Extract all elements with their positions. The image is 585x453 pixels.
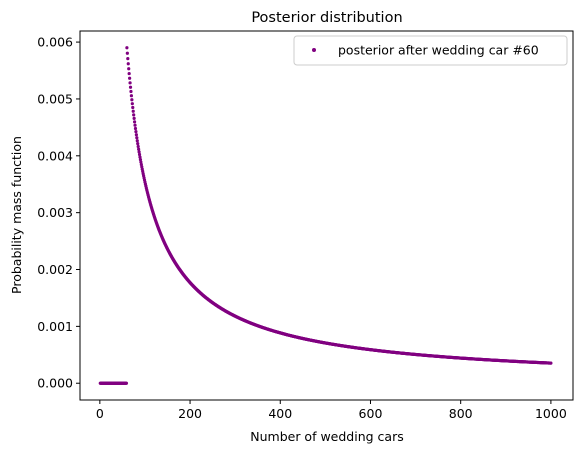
data-point bbox=[136, 142, 140, 146]
x-tick-label: 200 bbox=[178, 406, 202, 421]
x-tick-label: 1000 bbox=[535, 406, 567, 421]
data-point bbox=[139, 160, 143, 164]
data-point bbox=[127, 71, 131, 76]
data-point bbox=[137, 152, 142, 157]
legend-marker bbox=[312, 48, 316, 52]
x-tick-label: 800 bbox=[449, 406, 473, 421]
data-point bbox=[126, 56, 130, 61]
data-point bbox=[129, 94, 134, 98]
legend-box bbox=[293, 35, 568, 66]
data-point bbox=[134, 130, 138, 134]
x-tick-label: 0 bbox=[96, 406, 104, 421]
y-tick-label: 0.003 bbox=[37, 205, 73, 220]
data-point bbox=[128, 76, 132, 80]
data-point bbox=[127, 67, 131, 71]
data-point bbox=[130, 98, 134, 102]
data-point bbox=[133, 126, 138, 131]
data-point bbox=[132, 120, 137, 124]
y-tick-label: 0.005 bbox=[37, 91, 73, 106]
data-point bbox=[131, 109, 135, 113]
data-point bbox=[133, 123, 137, 127]
y-tick-label: 0.002 bbox=[37, 262, 73, 277]
data-point bbox=[125, 46, 129, 50]
data-point bbox=[137, 147, 141, 151]
x-axis-label: Number of wedding cars bbox=[250, 429, 403, 444]
y-axis-ticks: 0.000 0.001 0.002 0.003 0.004 0.005 0.006 bbox=[37, 35, 80, 391]
y-tick-label: 0.004 bbox=[37, 148, 73, 163]
data-point bbox=[131, 105, 135, 110]
data-point bbox=[129, 89, 133, 94]
chart-title: Posterior distribution bbox=[251, 10, 402, 26]
data-point bbox=[125, 51, 129, 55]
data-point bbox=[126, 62, 130, 66]
legend-label: posterior after wedding car #60 bbox=[338, 43, 539, 58]
legend: posterior after wedding car #60 bbox=[293, 35, 568, 66]
x-tick-label: 400 bbox=[268, 406, 292, 421]
data-point bbox=[549, 361, 553, 365]
data-point bbox=[124, 381, 129, 385]
data-point bbox=[137, 150, 141, 154]
data-point bbox=[132, 113, 136, 117]
data-point bbox=[128, 81, 132, 85]
data-point bbox=[134, 133, 138, 137]
data-point bbox=[138, 157, 143, 162]
y-tick-label: 0.000 bbox=[37, 376, 73, 391]
data-point bbox=[128, 85, 133, 89]
y-tick-label: 0.001 bbox=[37, 319, 73, 334]
y-axis-label: Probability mass function bbox=[9, 136, 24, 294]
data-point bbox=[130, 102, 134, 106]
data-point bbox=[135, 136, 139, 140]
y-tick-label: 0.006 bbox=[37, 35, 73, 50]
x-tick-label: 600 bbox=[359, 406, 383, 421]
scatter-series bbox=[98, 46, 553, 385]
data-point bbox=[138, 155, 142, 159]
plot-area-frame bbox=[79, 30, 574, 401]
data-point bbox=[132, 116, 136, 120]
data-point bbox=[136, 144, 140, 149]
x-axis-ticks: 0 200 400 600 800 1000 bbox=[96, 400, 567, 421]
data-point bbox=[135, 139, 139, 143]
